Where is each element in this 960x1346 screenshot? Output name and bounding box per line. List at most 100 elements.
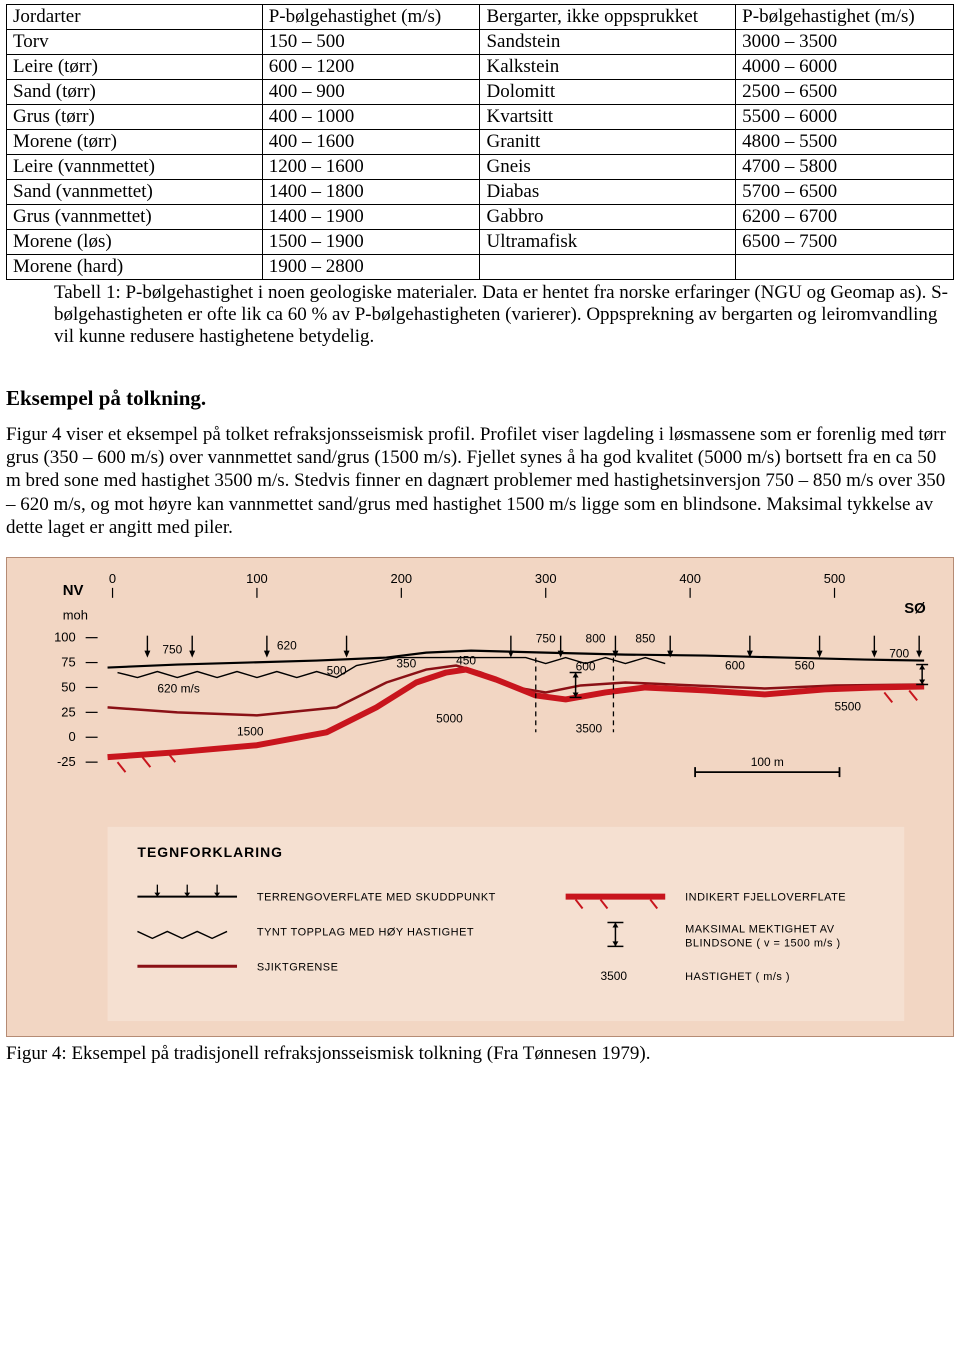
table-cell: 6500 – 7500: [736, 230, 954, 255]
svg-text:200: 200: [391, 571, 413, 586]
table-cell: Sand (tørr): [7, 80, 263, 105]
table-header-cell: Jordarter: [7, 5, 263, 30]
table-row: Leire (tørr)600 – 1200Kalkstein4000 – 60…: [7, 55, 954, 80]
table-cell: 400 – 1000: [262, 105, 480, 130]
table-row: Leire (vannmettet)1200 – 1600Gneis4700 –…: [7, 155, 954, 180]
table-row: Sand (tørr)400 – 900Dolomitt2500 – 6500: [7, 80, 954, 105]
svg-text:620: 620: [277, 638, 297, 652]
table-cell: Sandstein: [480, 30, 736, 55]
svg-text:5000: 5000: [436, 711, 463, 725]
table-cell: Gabbro: [480, 205, 736, 230]
svg-text:850: 850: [635, 632, 655, 646]
svg-text:560: 560: [795, 658, 815, 672]
table-cell: Kvartsitt: [480, 105, 736, 130]
figure-4: NVSØmoh01002003004005001007550250-257506…: [6, 557, 954, 1037]
table-row: Morene (løs)1500 – 1900Ultramafisk6500 –…: [7, 230, 954, 255]
table-cell: Dolomitt: [480, 80, 736, 105]
svg-text:0: 0: [109, 571, 116, 586]
section-heading: Eksempel på tolkning.: [6, 386, 954, 411]
table-cell: Diabas: [480, 180, 736, 205]
table-cell: Torv: [7, 30, 263, 55]
table-cell: 6200 – 6700: [736, 205, 954, 230]
svg-text:500: 500: [824, 571, 846, 586]
table-cell: Leire (tørr): [7, 55, 263, 80]
table-cell: Morene (løs): [7, 230, 263, 255]
body-paragraph: Figur 4 viser et eksempel på tolket refr…: [6, 423, 954, 539]
table-cell: Morene (hard): [7, 255, 263, 280]
svg-text:50: 50: [61, 679, 75, 694]
svg-text:5500: 5500: [835, 699, 862, 713]
table-cell: Kalkstein: [480, 55, 736, 80]
table-header-cell: P-bølgehastighet (m/s): [736, 5, 954, 30]
table-cell: Ultramafisk: [480, 230, 736, 255]
svg-text:3500: 3500: [576, 721, 603, 735]
velocity-table: JordarterP-bølgehastighet (m/s)Bergarter…: [6, 4, 954, 280]
table-cell: 1400 – 1900: [262, 205, 480, 230]
svg-text:-25: -25: [57, 754, 76, 769]
svg-text:100: 100: [246, 571, 268, 586]
svg-text:800: 800: [586, 632, 606, 646]
svg-text:750: 750: [536, 632, 556, 646]
figure-4-caption: Figur 4: Eksempel på tradisjonell refrak…: [6, 1043, 954, 1065]
svg-text:350: 350: [396, 656, 416, 670]
svg-text:TERRENGOVERFLATE MED SKUDDPUNK: TERRENGOVERFLATE MED SKUDDPUNKT: [257, 891, 496, 903]
table-cell: 4000 – 6000: [736, 55, 954, 80]
table-cell: 150 – 500: [262, 30, 480, 55]
table-cell: Grus (tørr): [7, 105, 263, 130]
table-cell: 600 – 1200: [262, 55, 480, 80]
svg-text:75: 75: [61, 654, 75, 669]
svg-text:400: 400: [679, 571, 701, 586]
svg-text:moh: moh: [63, 608, 88, 623]
table-caption: Tabell 1: P-bølgehastighet i noen geolog…: [54, 282, 954, 348]
table-row: Grus (tørr)400 – 1000Kvartsitt5500 – 600…: [7, 105, 954, 130]
table-cell: 400 – 900: [262, 80, 480, 105]
svg-text:MAKSIMAL MEKTIGHET AV: MAKSIMAL MEKTIGHET AV: [685, 923, 835, 935]
svg-text:100: 100: [54, 630, 76, 645]
svg-text:INDIKERT FJELLOVERFLATE: INDIKERT FJELLOVERFLATE: [685, 891, 846, 903]
table-row: Sand (vannmettet)1400 – 1800Diabas5700 –…: [7, 180, 954, 205]
svg-text:HASTIGHET ( m/s ): HASTIGHET ( m/s ): [685, 971, 790, 983]
table-cell: 1400 – 1800: [262, 180, 480, 205]
table-cell: 4800 – 5500: [736, 130, 954, 155]
svg-text:TEGNFORKLARING: TEGNFORKLARING: [137, 844, 283, 860]
svg-text:SJIKTGRENSE: SJIKTGRENSE: [257, 961, 338, 973]
svg-text:600: 600: [725, 658, 745, 672]
svg-text:500: 500: [327, 663, 347, 677]
table-cell: 1900 – 2800: [262, 255, 480, 280]
table-row: Torv150 – 500Sandstein3000 – 3500: [7, 30, 954, 55]
svg-text:100 m: 100 m: [751, 755, 784, 769]
svg-text:600: 600: [576, 659, 596, 673]
table-cell: 3000 – 3500: [736, 30, 954, 55]
svg-text:TYNT TOPPLAG MED HØY HASTIGHET: TYNT TOPPLAG MED HØY HASTIGHET: [257, 926, 474, 938]
svg-text:620 m/s: 620 m/s: [157, 681, 199, 695]
svg-text:750: 750: [162, 642, 182, 656]
svg-text:0: 0: [68, 729, 75, 744]
svg-text:BLINDSONE ( v = 1500 m/s ): BLINDSONE ( v = 1500 m/s ): [685, 937, 840, 949]
table-cell: 5500 – 6000: [736, 105, 954, 130]
table-cell: [480, 255, 736, 280]
table-header-cell: P-bølgehastighet (m/s): [262, 5, 480, 30]
table-cell: 1500 – 1900: [262, 230, 480, 255]
table-cell: [736, 255, 954, 280]
table-cell: Morene (tørr): [7, 130, 263, 155]
table-cell: 2500 – 6500: [736, 80, 954, 105]
table-cell: Gneis: [480, 155, 736, 180]
table-cell: Granitt: [480, 130, 736, 155]
table-cell: Grus (vannmettet): [7, 205, 263, 230]
svg-text:3500: 3500: [600, 969, 627, 983]
table-cell: 5700 – 6500: [736, 180, 954, 205]
table-row: Morene (hard)1900 – 2800: [7, 255, 954, 280]
table-header-cell: Bergarter, ikke oppsprukket: [480, 5, 736, 30]
table-cell: Sand (vannmettet): [7, 180, 263, 205]
table-cell: 400 – 1600: [262, 130, 480, 155]
svg-text:SØ: SØ: [904, 600, 926, 617]
table-row: Morene (tørr)400 – 1600Granitt4800 – 550…: [7, 130, 954, 155]
svg-text:1500: 1500: [237, 724, 264, 738]
svg-text:450: 450: [456, 653, 476, 667]
svg-text:700: 700: [889, 646, 909, 660]
svg-text:300: 300: [535, 571, 557, 586]
table-cell: 4700 – 5800: [736, 155, 954, 180]
svg-text:NV: NV: [63, 582, 84, 599]
table-row: Grus (vannmettet)1400 – 1900Gabbro6200 –…: [7, 205, 954, 230]
table-cell: 1200 – 1600: [262, 155, 480, 180]
